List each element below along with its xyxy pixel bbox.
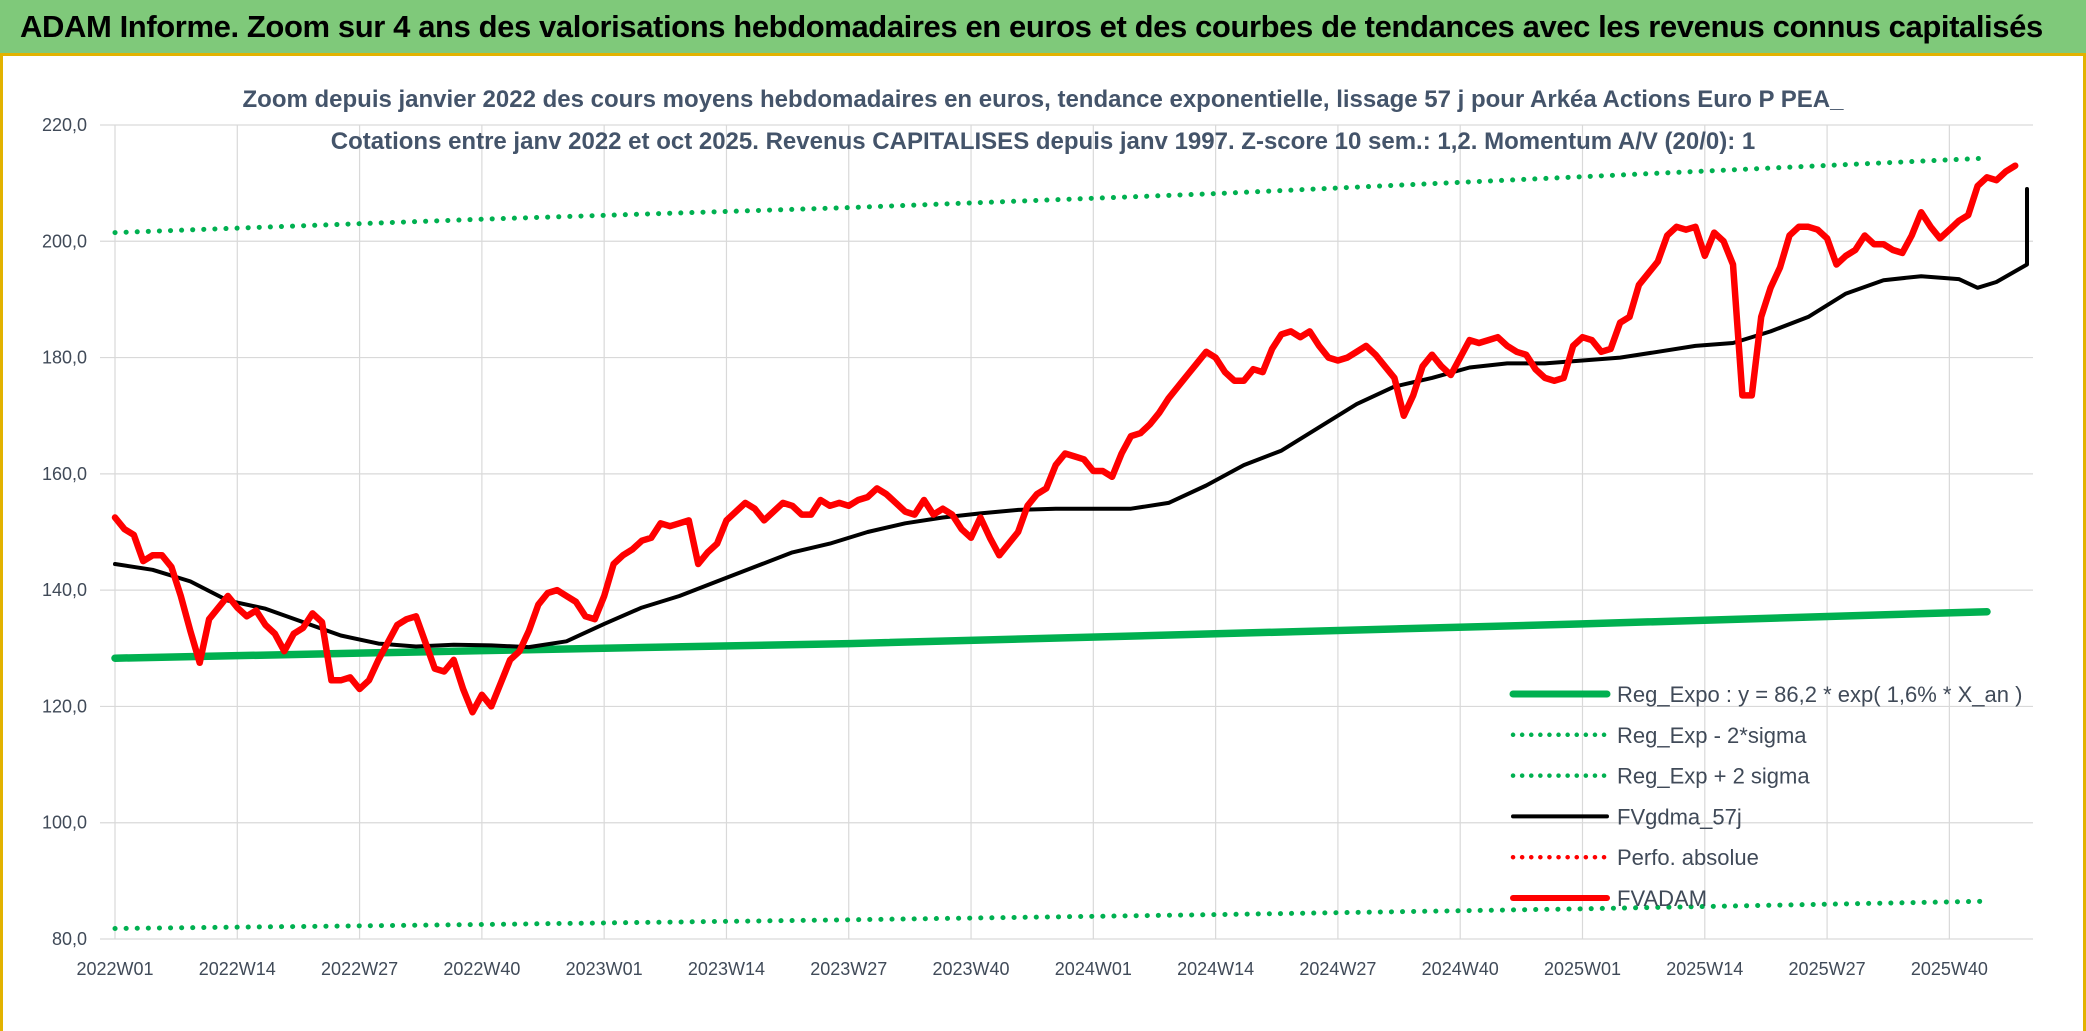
y-tick-label: 160,0 — [42, 464, 87, 484]
y-tick-label: 140,0 — [42, 580, 87, 600]
series-lines — [111, 155, 2029, 931]
chart-subtitle: Cotations entre janv 2022 et oct 2025. R… — [331, 128, 1755, 155]
x-tick-label: 2024W14 — [1177, 959, 1254, 979]
legend-label: FVADAM — [1617, 886, 1707, 911]
y-tick-label: 220,0 — [42, 115, 87, 135]
x-tick-label: 2022W27 — [321, 959, 398, 979]
report-title: ADAM Informe. Zoom sur 4 ans des valoris… — [20, 9, 2043, 44]
chart-frame: 80,0 100,0 120,0 140,0 160,0 180,0 200,0 220,0 … — [0, 56, 2086, 1031]
x-tick-label: 2023W14 — [688, 959, 765, 979]
x-tick-label: 2023W27 — [810, 959, 887, 979]
y-tick-label: 80,0 — [52, 929, 87, 949]
plot-background — [3, 56, 2083, 1031]
legend-label: FVgdma_57j — [1617, 804, 1742, 829]
x-tick-label: 2025W27 — [1789, 959, 1866, 979]
x-tick-label: 2025W01 — [1544, 959, 1621, 979]
chart-title: Zoom depuis janvier 2022 des cours moyen… — [243, 86, 1845, 113]
x-tick-label: 2022W14 — [199, 959, 276, 979]
x-tick-label: 2023W40 — [933, 959, 1010, 979]
series-fvgdma-57j — [113, 187, 2029, 650]
x-tick-label: 2023W01 — [566, 959, 643, 979]
title-backdrop — [260, 78, 1825, 120]
line-chart: 80,0100,0120,0140,0160,0180,0200,0220,0 … — [3, 56, 2083, 1031]
legend-label: Reg_Exp + 2 sigma — [1617, 764, 1810, 789]
report-banner: ADAM Informe. Zoom sur 4 ans des valoris… — [0, 0, 2086, 56]
y-tick-label: 200,0 — [42, 231, 87, 251]
chart-title-block: Zoom depuis janvier 2022 des cours moyen… — [243, 78, 1845, 155]
legend: Reg_Expo : y = 86,2 * exp( 1,6% * X_an )… — [1509, 682, 2022, 911]
series-reg-expo-y-86-2-exp-1-6-x-an — [111, 607, 1991, 662]
legend-label: Perfo. absolue — [1617, 845, 1759, 870]
x-tick-label: 2024W40 — [1422, 959, 1499, 979]
y-tick-label: 100,0 — [42, 813, 87, 833]
x-tick-label: 2022W40 — [443, 959, 520, 979]
y-axis-labels: 80,0 100,0 120,0 140,0 160,0 180,0 200,0 220,0 — [42, 115, 87, 949]
legend-label: Reg_Expo : y = 86,2 * exp( 1,6% * X_an ) — [1617, 682, 2022, 707]
x-tick-label: 2024W27 — [1299, 959, 1376, 979]
y-tick-label: 120,0 — [42, 696, 87, 716]
series-fvadam — [111, 162, 2019, 716]
x-tick-label: 2025W14 — [1666, 959, 1743, 979]
gridlines — [100, 124, 2033, 940]
x-tick-label: 2024W01 — [1055, 959, 1132, 979]
x-tick-label: 2022W01 — [76, 959, 153, 979]
legend-label: Reg_Exp - 2*sigma — [1617, 723, 1807, 748]
x-tick-label: 2025W40 — [1911, 959, 1988, 979]
y-tick-label: 180,0 — [42, 348, 87, 368]
x-axis-labels: 2022W01 2022W14 2022W27 2022W40 2023W01 2023W… — [76, 959, 1987, 979]
